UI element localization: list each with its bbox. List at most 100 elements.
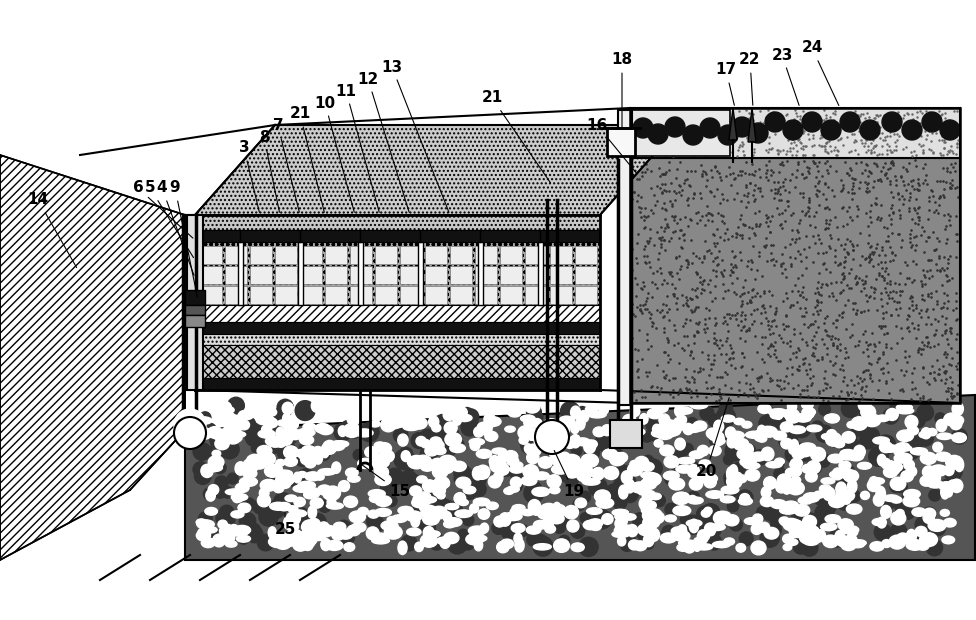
Circle shape bbox=[707, 534, 722, 550]
Circle shape bbox=[665, 117, 685, 137]
Ellipse shape bbox=[757, 425, 766, 435]
Ellipse shape bbox=[584, 440, 595, 453]
Ellipse shape bbox=[675, 492, 689, 500]
Ellipse shape bbox=[839, 450, 857, 460]
Ellipse shape bbox=[592, 467, 604, 480]
Ellipse shape bbox=[554, 464, 572, 474]
Ellipse shape bbox=[704, 507, 712, 515]
Ellipse shape bbox=[262, 425, 271, 433]
Circle shape bbox=[502, 524, 516, 539]
Ellipse shape bbox=[871, 478, 884, 484]
Ellipse shape bbox=[642, 490, 656, 500]
Ellipse shape bbox=[377, 443, 391, 454]
Bar bbox=[500, 286, 522, 304]
Ellipse shape bbox=[770, 412, 783, 419]
Ellipse shape bbox=[792, 476, 800, 484]
Circle shape bbox=[851, 422, 866, 436]
Circle shape bbox=[264, 501, 279, 516]
Circle shape bbox=[869, 446, 888, 466]
Ellipse shape bbox=[497, 541, 509, 553]
Ellipse shape bbox=[544, 418, 558, 429]
Ellipse shape bbox=[795, 445, 813, 457]
Circle shape bbox=[203, 423, 217, 436]
Bar bbox=[300, 286, 322, 304]
Circle shape bbox=[835, 492, 854, 510]
Ellipse shape bbox=[775, 409, 787, 416]
Ellipse shape bbox=[439, 455, 456, 468]
Ellipse shape bbox=[672, 417, 685, 431]
Ellipse shape bbox=[697, 445, 709, 456]
Circle shape bbox=[268, 467, 286, 485]
Circle shape bbox=[642, 455, 654, 466]
Ellipse shape bbox=[803, 526, 820, 539]
Circle shape bbox=[906, 436, 919, 449]
Circle shape bbox=[829, 529, 846, 547]
Circle shape bbox=[740, 532, 753, 546]
Ellipse shape bbox=[540, 503, 557, 516]
Ellipse shape bbox=[699, 460, 711, 467]
Circle shape bbox=[526, 405, 542, 419]
Ellipse shape bbox=[807, 461, 821, 474]
Ellipse shape bbox=[790, 426, 805, 433]
Ellipse shape bbox=[839, 461, 851, 470]
Circle shape bbox=[273, 409, 287, 423]
Ellipse shape bbox=[890, 463, 903, 472]
Ellipse shape bbox=[257, 446, 272, 456]
Circle shape bbox=[730, 518, 743, 531]
Ellipse shape bbox=[627, 525, 637, 537]
Ellipse shape bbox=[933, 442, 943, 452]
Circle shape bbox=[367, 515, 380, 528]
Ellipse shape bbox=[624, 414, 635, 423]
Ellipse shape bbox=[783, 409, 799, 419]
Ellipse shape bbox=[615, 518, 626, 529]
Circle shape bbox=[876, 435, 896, 454]
Circle shape bbox=[381, 480, 396, 495]
Ellipse shape bbox=[730, 472, 742, 480]
Ellipse shape bbox=[630, 406, 640, 417]
Ellipse shape bbox=[511, 523, 525, 533]
Ellipse shape bbox=[907, 466, 916, 477]
Circle shape bbox=[617, 528, 630, 541]
Ellipse shape bbox=[238, 410, 254, 420]
Text: 4: 4 bbox=[157, 180, 194, 275]
Ellipse shape bbox=[807, 425, 822, 432]
Ellipse shape bbox=[508, 410, 521, 417]
Circle shape bbox=[616, 418, 636, 438]
Ellipse shape bbox=[783, 484, 792, 494]
Ellipse shape bbox=[499, 513, 511, 526]
Ellipse shape bbox=[452, 461, 467, 471]
Polygon shape bbox=[195, 345, 600, 378]
Ellipse shape bbox=[799, 443, 816, 452]
Circle shape bbox=[270, 422, 287, 438]
Circle shape bbox=[816, 453, 831, 467]
Ellipse shape bbox=[783, 544, 792, 551]
Ellipse shape bbox=[566, 470, 579, 478]
Ellipse shape bbox=[478, 509, 490, 520]
Bar bbox=[618, 110, 632, 405]
Ellipse shape bbox=[476, 401, 487, 410]
Bar bbox=[187, 215, 203, 390]
Ellipse shape bbox=[431, 424, 441, 432]
Ellipse shape bbox=[252, 456, 267, 469]
Ellipse shape bbox=[485, 432, 498, 441]
Ellipse shape bbox=[195, 417, 212, 424]
Bar bbox=[478, 242, 483, 305]
Ellipse shape bbox=[405, 511, 423, 521]
Ellipse shape bbox=[923, 512, 934, 523]
Circle shape bbox=[916, 429, 934, 446]
Circle shape bbox=[665, 503, 677, 516]
Ellipse shape bbox=[409, 410, 424, 418]
Ellipse shape bbox=[466, 534, 484, 545]
Circle shape bbox=[405, 474, 422, 491]
Ellipse shape bbox=[333, 522, 346, 531]
Circle shape bbox=[724, 484, 738, 498]
Ellipse shape bbox=[639, 497, 652, 511]
Circle shape bbox=[401, 454, 418, 471]
Ellipse shape bbox=[225, 489, 243, 495]
Bar bbox=[550, 266, 572, 284]
Ellipse shape bbox=[781, 438, 793, 449]
Ellipse shape bbox=[775, 458, 785, 464]
Text: 7: 7 bbox=[272, 118, 300, 212]
Ellipse shape bbox=[841, 541, 854, 547]
Ellipse shape bbox=[944, 465, 955, 476]
